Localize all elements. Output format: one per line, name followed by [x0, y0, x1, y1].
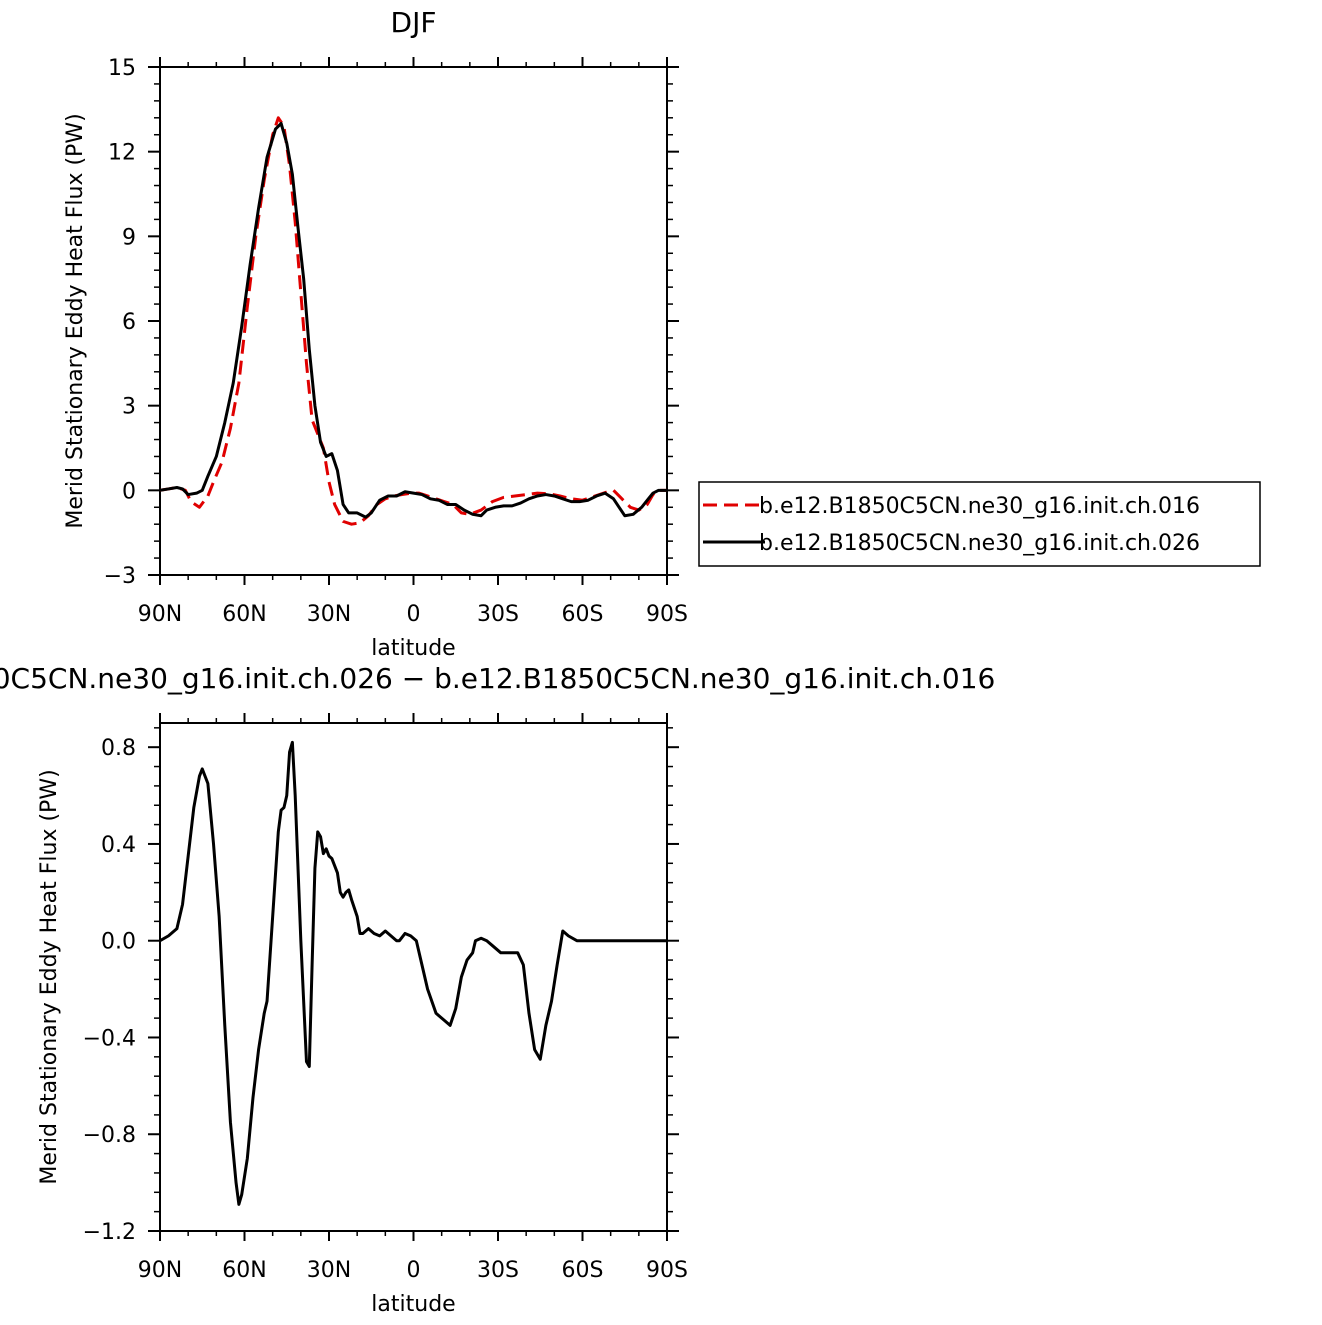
chart-title: DJF	[391, 6, 437, 39]
x-tick-label: 30N	[307, 1258, 351, 1283]
y-tick-label: −1.2	[83, 1220, 136, 1245]
legend-label-0: b.e12.B1850C5CN.ne30_g16.init.ch.016	[759, 494, 1200, 519]
chart-title: b.e12.B1850C5CN.ne30_g16.init.ch.026 − b…	[0, 662, 995, 695]
x-axis-label: latitude	[371, 1292, 455, 1317]
x-axis-label: latitude	[371, 636, 455, 661]
x-tick-label: 90S	[646, 1258, 688, 1283]
x-tick-label: 90N	[138, 1258, 182, 1283]
series-line-1	[160, 121, 667, 519]
x-tick-label: 60N	[222, 1258, 266, 1283]
y-tick-label: −3	[104, 564, 136, 589]
chart-bottom: 90N 60N 30N 0 30S 60S 90S −1.2 −0.8 −0.4 0.0 0.4 0.8…	[0, 662, 995, 1317]
y-tick-label: 0.4	[101, 833, 136, 858]
x-tick-label: 60S	[562, 1258, 604, 1283]
y-tick-label: −0.8	[83, 1123, 136, 1148]
y-tick-label: 15	[108, 56, 136, 81]
series-line-0	[160, 116, 667, 526]
series-line-0	[160, 740, 667, 1206]
chart-top: 90N 60N 30N 0 30S 60S 90S −3 0 3 6 9 12 15 DJF latitude…	[63, 6, 1261, 661]
x-tick-label: 0	[407, 1258, 421, 1283]
y-axis-label: Merid Stationary Eddy Heat Flux (PW)	[37, 769, 62, 1184]
y-tick-label: −0.4	[83, 1026, 136, 1051]
x-tick-label: 0	[407, 602, 421, 627]
x-tick-label: 30S	[477, 1258, 519, 1283]
legend-label-1: b.e12.B1850C5CN.ne30_g16.init.ch.026	[759, 531, 1200, 556]
x-tick-label: 30S	[477, 602, 519, 627]
y-axis-label: Merid Stationary Eddy Heat Flux (PW)	[63, 113, 88, 528]
x-tick-label: 90N	[138, 602, 182, 627]
legend: b.e12.B1850C5CN.ne30_g16.init.ch.016 b.e1…	[698, 481, 1261, 567]
legend-box	[698, 481, 1261, 567]
plot-frame	[159, 722, 668, 1232]
y-tick-label: 6	[122, 310, 136, 335]
x-tick-label: 60N	[222, 602, 266, 627]
x-tick-label: 60S	[562, 602, 604, 627]
y-tick-label: 0.8	[101, 736, 136, 761]
x-tick-label: 30N	[307, 602, 351, 627]
y-tick-label: 9	[122, 225, 136, 250]
y-tick-label: 12	[108, 141, 136, 166]
y-tick-label: 0.0	[101, 930, 136, 955]
y-tick-label: 0	[122, 479, 136, 504]
y-tick-label: 3	[122, 395, 136, 420]
x-tick-label: 90S	[646, 602, 688, 627]
